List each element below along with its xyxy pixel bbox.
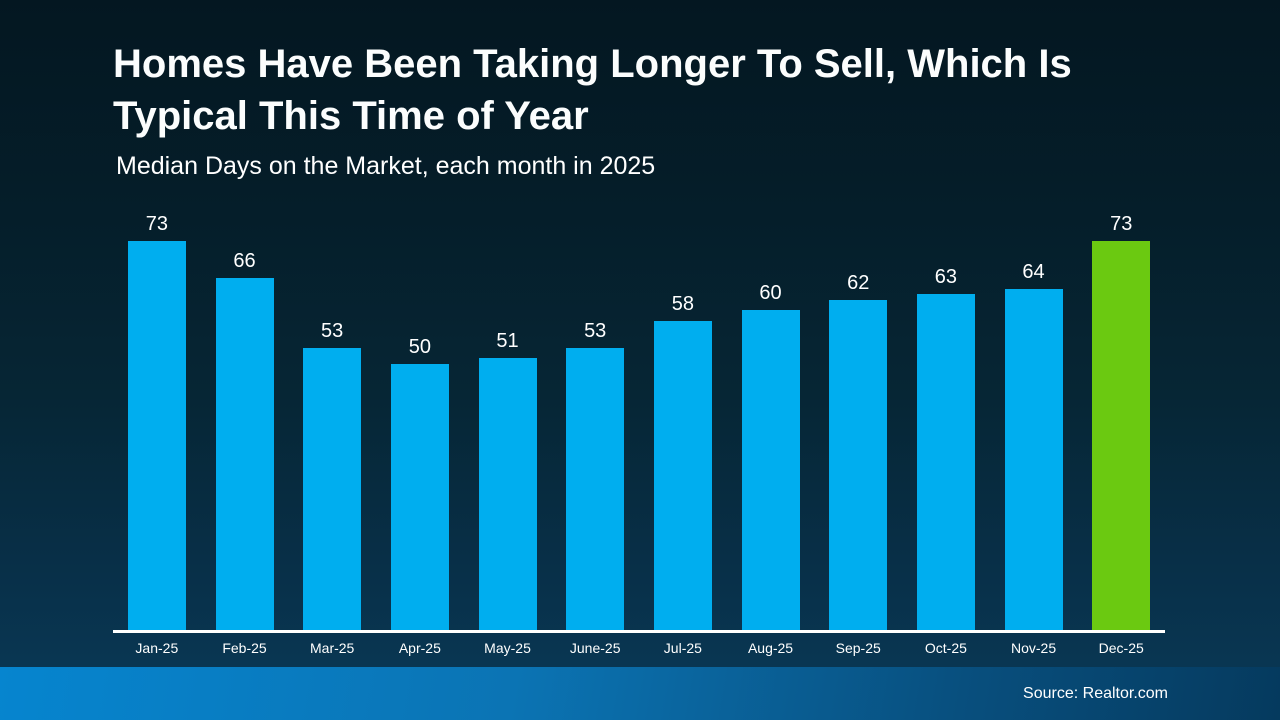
bar-column: 63	[902, 266, 990, 630]
x-axis-labels: Jan-25 Feb-25 Mar-25 Apr-25 May-25 June-25 Jul…	[113, 640, 1165, 656]
bar-value-label: 73	[145, 213, 168, 235]
bar-column: 66	[201, 250, 289, 630]
bar-column: 58	[639, 293, 727, 630]
bar-value-label: 62	[847, 272, 870, 294]
x-axis-tick-label: Mar-25	[310, 640, 355, 656]
bar	[1004, 289, 1063, 630]
bar-value-label: 58	[671, 293, 694, 315]
bar-value-label: 53	[321, 320, 344, 342]
bar	[741, 310, 800, 630]
bar-value-label: 63	[934, 266, 957, 288]
bar	[653, 321, 712, 630]
bar-column: 62	[814, 272, 902, 630]
bar-column: 73	[113, 213, 201, 630]
bar-column: 53	[288, 320, 376, 630]
page-title: Homes Have Been Taking Longer To Sell, W…	[113, 38, 1072, 142]
bar-column: 50	[376, 336, 464, 630]
bar-value-label: 53	[584, 320, 607, 342]
bar-column: 64	[990, 261, 1078, 630]
bar-value-label: 64	[1022, 261, 1045, 283]
x-axis-tick-label: Jul-25	[663, 640, 702, 656]
bar	[916, 294, 975, 630]
x-axis-tick-label: Jan-25	[135, 640, 179, 656]
x-axis-line	[113, 630, 1165, 633]
bar-column: 51	[464, 330, 552, 630]
bar-column: 53	[551, 320, 639, 630]
x-axis-tick-label: Apr-25	[398, 640, 441, 656]
bar-column: 60	[727, 282, 815, 630]
bar-value-label: 66	[233, 250, 256, 272]
x-axis-tick-label: May-25	[484, 640, 531, 656]
bar	[303, 348, 362, 630]
page-title-line-1: Homes Have Been Taking Longer To Sell, W…	[113, 42, 1072, 86]
page-title-line-2: Typical This Time of Year	[113, 94, 589, 138]
x-axis-tick-label: Nov-25	[1010, 640, 1057, 656]
bar	[390, 364, 449, 630]
bar-highlight	[1092, 241, 1151, 630]
x-axis-tick-label: Dec-25	[1098, 640, 1144, 656]
bar-value-label: 50	[408, 336, 431, 358]
footer-band: Source: Realtor.com	[0, 667, 1280, 720]
chart-subtitle: Median Days on the Market, each month in…	[116, 152, 656, 180]
bar	[127, 241, 186, 630]
x-axis-tick-label: Aug-25	[747, 640, 794, 656]
x-axis-tick-label: Feb-25	[222, 640, 267, 656]
bar-value-label: 51	[496, 330, 519, 352]
x-axis-tick-label: June-25	[569, 640, 621, 656]
x-axis-tick-label: Oct-25	[924, 640, 967, 656]
plot-area: 73 66 53 50 51 53 58 60 62 63 64 73	[113, 213, 1165, 630]
bar	[566, 348, 625, 630]
bar	[215, 278, 274, 630]
source-attribution: Source: Realtor.com	[1023, 684, 1168, 702]
bar-value-label: 73	[1110, 213, 1133, 235]
bar	[829, 300, 888, 630]
x-axis-tick-label: Sep-25	[835, 640, 881, 656]
bar-chart: 73 66 53 50 51 53 58 60 62 63 64 73 Jan-25 Feb-25 Mar…	[113, 213, 1165, 656]
bar	[478, 358, 537, 630]
bar-value-label: 60	[759, 282, 782, 304]
bar-column: 73	[1077, 213, 1165, 630]
